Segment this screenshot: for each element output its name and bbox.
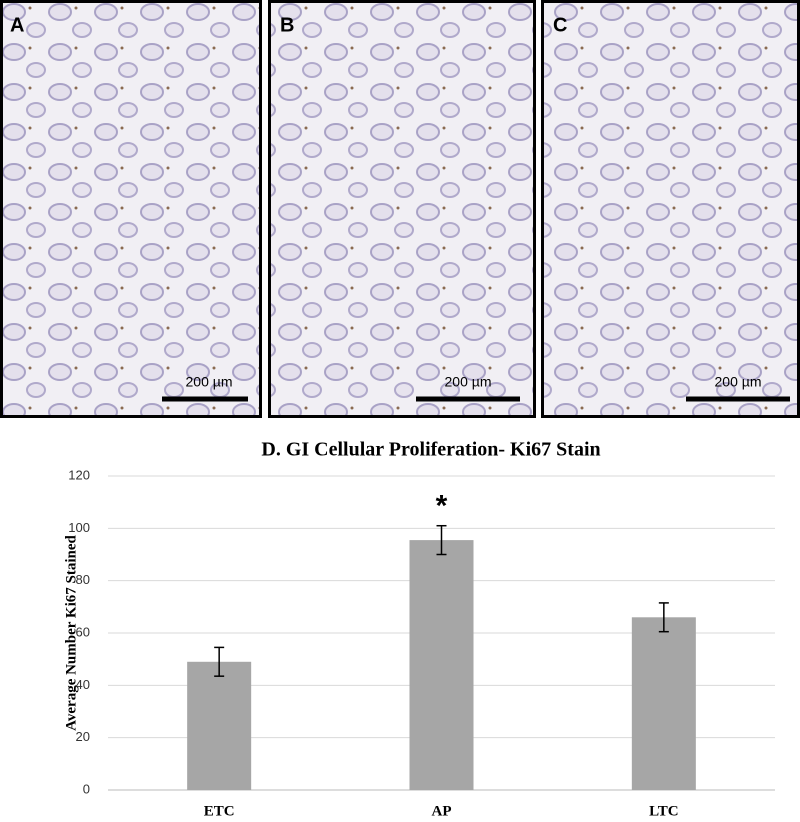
panel-a: A 200 µm: [0, 0, 262, 418]
y-tick-label: 100: [68, 520, 90, 535]
panel-label: A: [10, 14, 24, 36]
panel-c: C 200 µm: [541, 0, 800, 418]
scale-bar-label: 200 µm: [445, 374, 492, 390]
y-axis-label: Average Number Ki67 Stained: [63, 535, 79, 731]
panel-label: C: [553, 14, 567, 36]
x-tick-label: AP: [432, 803, 452, 819]
y-tick-label: 0: [83, 781, 90, 796]
y-tick-label: 40: [76, 677, 90, 692]
panel-b: B 200 µm: [268, 0, 536, 418]
panel-label: B: [280, 14, 294, 36]
bar: [409, 540, 474, 790]
chart-title: D. GI Cellular Proliferation- Ki67 Stain: [261, 439, 600, 461]
scale-bar-label: 200 µm: [715, 374, 762, 390]
bar: [187, 661, 252, 790]
y-tick-label: 120: [68, 467, 90, 482]
bar: [631, 617, 696, 790]
scale-bar-label: 200 µm: [186, 374, 233, 390]
y-tick-label: 80: [76, 572, 90, 587]
significance-marker: *: [436, 490, 448, 523]
x-tick-label: ETC: [204, 803, 235, 819]
x-tick-label: LTC: [649, 803, 678, 819]
y-tick-label: 20: [76, 729, 90, 744]
y-tick-label: 60: [76, 624, 90, 639]
